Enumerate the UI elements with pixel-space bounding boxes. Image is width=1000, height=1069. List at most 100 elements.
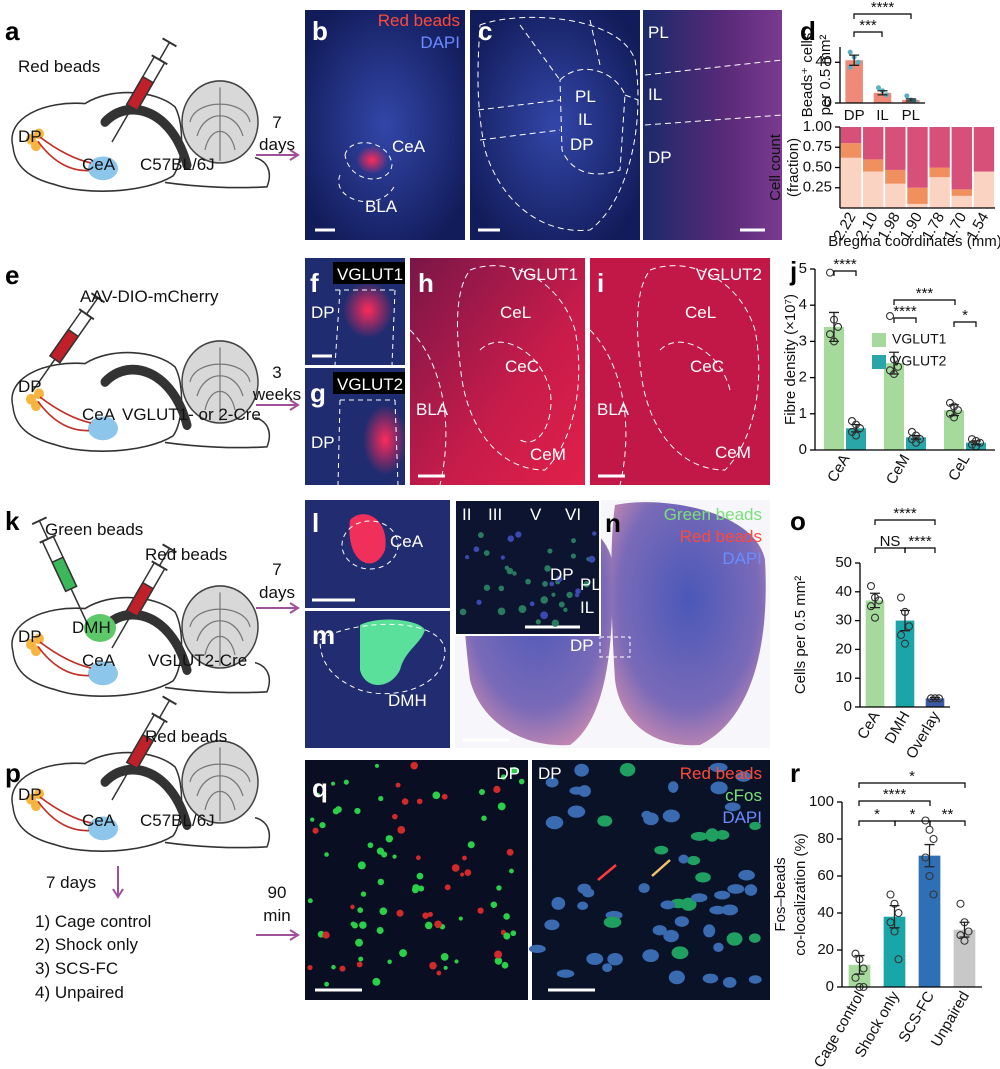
speck <box>387 959 392 964</box>
significance-bracket <box>929 820 966 826</box>
figure-text: days <box>259 583 295 602</box>
speck <box>416 872 424 880</box>
speck <box>642 949 659 963</box>
panel-label: i <box>597 268 604 298</box>
error-bar <box>877 90 888 96</box>
x-tick-label: CeM <box>883 452 914 488</box>
figure-text: cFos <box>725 786 762 805</box>
speck <box>416 798 423 805</box>
speck <box>319 822 326 829</box>
speck <box>473 546 480 553</box>
figure-text: PL <box>575 87 596 106</box>
speck <box>418 885 425 892</box>
error-bar <box>949 404 959 417</box>
significance-bracket <box>953 321 977 327</box>
speck <box>432 791 441 800</box>
legend-swatch <box>872 333 886 347</box>
y-tick-label: 0.25 <box>803 179 832 196</box>
speck <box>460 872 465 877</box>
significance-label: **** <box>908 533 932 550</box>
figure-text: VGLUT1 <box>337 265 403 284</box>
speck <box>528 944 546 954</box>
speck <box>544 565 551 572</box>
data-point <box>885 312 895 321</box>
bar-segment <box>885 169 906 184</box>
significance-bracket <box>853 31 883 37</box>
speck <box>397 825 406 834</box>
speck <box>379 907 388 916</box>
figure-text: 1) Cage control <box>35 912 151 931</box>
speck <box>359 921 367 929</box>
speck <box>652 925 667 936</box>
speck <box>643 812 659 826</box>
error-bar <box>971 440 981 446</box>
speck <box>510 930 517 937</box>
figure-text: VGLUT1 <box>512 265 578 284</box>
y-tick-label: 1.00 <box>803 118 832 135</box>
x-axis-label: Bregma coordinates (mm) <box>828 233 1000 250</box>
speck <box>410 761 419 770</box>
data-point <box>847 49 853 55</box>
figure-text: days <box>259 135 295 154</box>
y-tick-label: 0 <box>844 698 852 715</box>
diagram-k <box>12 515 299 696</box>
speck <box>575 588 581 594</box>
bar-segment <box>840 157 862 208</box>
speck <box>663 929 679 943</box>
bar-segment <box>907 127 928 188</box>
figure-text: DP <box>570 135 594 154</box>
speck <box>322 931 330 939</box>
figure-text: CeA <box>82 811 116 830</box>
bar-segment <box>885 127 906 170</box>
speck <box>441 793 448 800</box>
speck <box>377 878 385 886</box>
micrographs <box>305 10 783 1000</box>
y-tick-label: 0 <box>824 94 832 111</box>
data-point <box>896 630 906 640</box>
speck <box>507 535 515 542</box>
speck <box>477 532 484 538</box>
bar-segment <box>951 189 972 196</box>
data-point <box>930 694 940 703</box>
speck <box>494 957 503 965</box>
figure-text: DP <box>311 433 335 452</box>
bar-segment <box>863 127 884 160</box>
figure-text: DP <box>18 377 42 396</box>
data-point <box>900 639 910 648</box>
speck <box>350 921 356 927</box>
y-tick-label: 0 <box>799 441 807 458</box>
significance-bracket <box>858 782 966 788</box>
data-point <box>925 825 934 834</box>
error-bar <box>930 696 940 700</box>
bar-segment <box>973 127 995 172</box>
bar <box>966 442 986 450</box>
significance-label: ** <box>942 806 954 823</box>
data-point <box>876 85 881 91</box>
speck <box>709 762 728 773</box>
figure-text: 2) Shock only <box>35 935 138 954</box>
significance-label: **** <box>883 786 907 803</box>
bar-segment <box>840 127 862 144</box>
speck <box>443 965 448 970</box>
speck <box>714 890 731 900</box>
speck <box>660 900 676 910</box>
figure-text: 3) SCS-FC <box>35 959 118 978</box>
speck <box>525 578 531 585</box>
figure-text: Red beads <box>680 527 762 546</box>
speck <box>434 920 442 929</box>
speck <box>395 782 401 788</box>
y-axis-label: Cells per 0.5 mm² <box>792 576 809 694</box>
speck <box>500 555 505 560</box>
x-tick-label: CeA <box>854 709 883 743</box>
speck <box>459 608 467 616</box>
panel-label: k <box>5 506 20 536</box>
legend-label: VGLUT2 <box>892 353 947 369</box>
x-tick-label: PL <box>902 107 920 124</box>
speck <box>558 601 565 608</box>
significance-label: * <box>874 806 880 823</box>
speck <box>401 798 409 805</box>
bar <box>845 60 863 103</box>
speck <box>574 592 580 598</box>
speck <box>544 919 560 931</box>
figure-text: BLA <box>597 400 630 419</box>
